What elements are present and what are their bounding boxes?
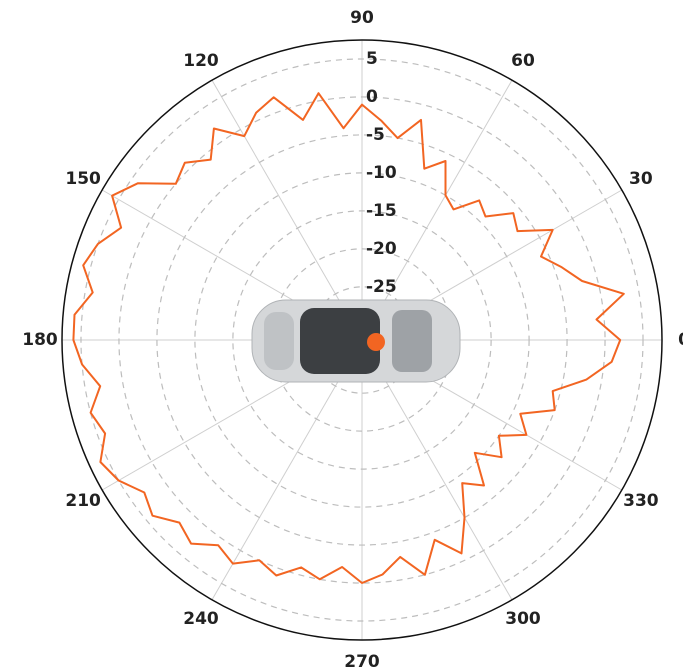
spoke: [211, 79, 363, 341]
angle-label: 240: [183, 609, 219, 629]
angle-label: 150: [65, 169, 101, 189]
grid-circle: [194, 172, 530, 508]
outer-circle: [61, 39, 663, 641]
angle-label: 210: [65, 491, 101, 511]
angle-label: 90: [350, 8, 374, 28]
radial-label: -15: [366, 201, 397, 221]
angle-label: 270: [344, 652, 380, 672]
angle-label: 120: [183, 51, 219, 71]
grid-circle: [156, 134, 568, 546]
radial-label: -20: [366, 239, 397, 259]
angle-label: 180: [22, 330, 58, 350]
data-line: [72, 92, 625, 584]
angle-label: 300: [505, 609, 541, 629]
grid-circle: [232, 210, 492, 470]
radial-label: -10: [366, 163, 397, 183]
radial-label: 0: [366, 87, 378, 107]
plot: [72, 92, 625, 584]
radial-label: -25: [366, 277, 397, 297]
spoke: [361, 79, 513, 341]
spoke: [211, 339, 363, 601]
car-illustration: [251, 299, 461, 383]
grid-circle: [118, 96, 606, 584]
radial-label: 5: [366, 49, 378, 69]
grid-circle: [80, 58, 644, 622]
sensor-dot: [367, 333, 385, 351]
angle-label: 60: [511, 51, 535, 71]
angle-label: 30: [629, 169, 653, 189]
radial-label: -5: [366, 125, 385, 145]
angle-label: 0: [678, 330, 683, 350]
spoke: [361, 339, 513, 601]
labels: 0 30 60 90 120 150 180 210 240 270 300 330 5 0 -5 -10 -1…: [22, 8, 683, 672]
angle-label: 330: [623, 491, 659, 511]
